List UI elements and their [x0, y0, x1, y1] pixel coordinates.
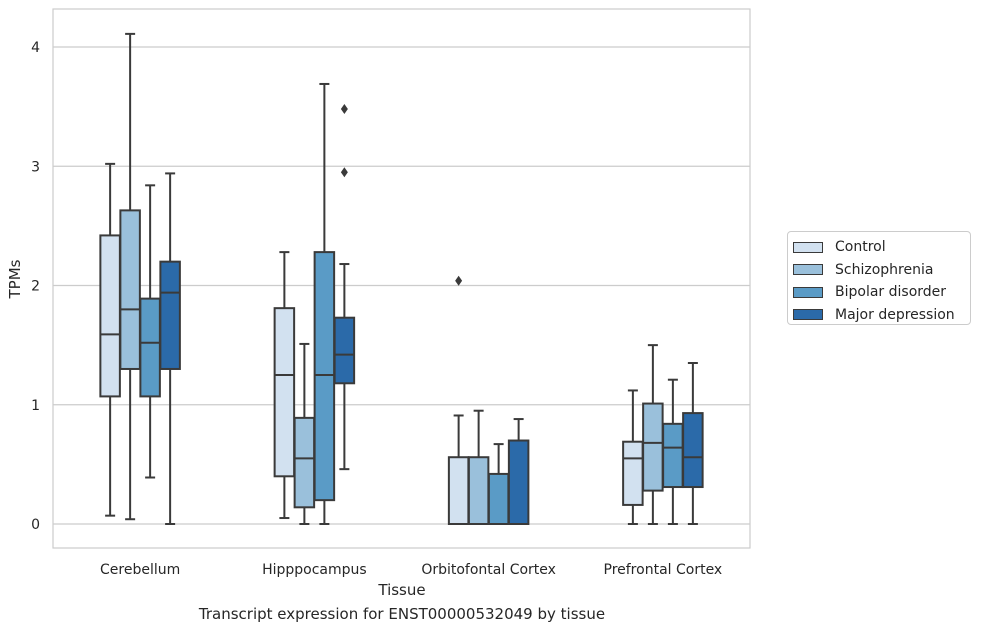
- y-axis-label: TPMs: [6, 259, 24, 299]
- box-body: [333, 316, 356, 385]
- x-axis-label: Tissue: [377, 581, 425, 599]
- y-tick-label: 1: [31, 398, 40, 414]
- box-body: [507, 439, 530, 525]
- box-body: [642, 402, 664, 492]
- box-body: [662, 422, 684, 489]
- box-body: [682, 412, 704, 489]
- box-bipolar-disorder: [662, 378, 684, 525]
- box-control: [273, 251, 296, 520]
- outlier-point: [340, 167, 348, 178]
- box-body: [273, 307, 296, 478]
- box-body: [293, 416, 316, 509]
- box-major-depression: [507, 418, 530, 525]
- legend-item: Major depression: [792, 304, 970, 327]
- x-tick-label: Orbitofontal Cortex: [421, 562, 556, 578]
- y-tick-labels: 0 1 2 3 4: [31, 40, 40, 533]
- box-major-depression: [333, 104, 356, 471]
- y-tick-label: 3: [31, 159, 40, 175]
- box-body: [119, 209, 141, 370]
- legend-label: Control: [835, 239, 886, 256]
- box-control: [99, 162, 121, 517]
- y-tick-label: 2: [31, 279, 40, 295]
- box-series: [99, 32, 704, 526]
- y-tick-label: 0: [31, 517, 40, 533]
- outlier-point: [455, 275, 463, 286]
- box-major-depression: [682, 362, 704, 525]
- box-body: [139, 297, 161, 398]
- x-tick-label: Cerebellum: [100, 562, 180, 578]
- legend-label: Major depression: [835, 306, 955, 323]
- legend-label: Schizophrenia: [835, 261, 934, 278]
- box-body: [467, 456, 490, 525]
- box-bipolar-disorder: [313, 82, 336, 525]
- x-tick-label: Prefrontal Cortex: [604, 562, 723, 578]
- box-body: [313, 251, 336, 502]
- legend-swatch-control: [793, 241, 823, 253]
- box-body: [622, 440, 644, 506]
- y-tick-label: 4: [31, 40, 40, 56]
- box-bipolar-disorder: [139, 184, 161, 479]
- outlier-point: [340, 104, 348, 115]
- x-tick-label: Hipppocampus: [262, 562, 367, 578]
- box-body: [159, 260, 181, 370]
- legend-swatch-schizophrenia: [793, 264, 823, 276]
- plot-area-frame: [52, 8, 751, 549]
- legend-item: Control: [792, 236, 970, 259]
- legend-item: Schizophrenia: [792, 259, 970, 282]
- box-body: [487, 472, 510, 526]
- box-schizophrenia: [642, 344, 664, 525]
- box-bipolar-disorder: [487, 443, 510, 526]
- box-body: [447, 456, 470, 525]
- legend-item: Bipolar disorder: [792, 281, 970, 304]
- x-tick-labels: Cerebellum Hipppocampus Orbitofontal Corte…: [100, 562, 722, 578]
- legend-swatch-depression: [793, 309, 823, 321]
- box-schizophrenia: [293, 342, 316, 525]
- legend-swatch-bipolar: [793, 286, 823, 298]
- box-body: [99, 234, 121, 398]
- legend-label: Bipolar disorder: [835, 284, 947, 301]
- chart-title: Transcript expression for ENST0000053204…: [198, 605, 606, 623]
- box-major-depression: [159, 172, 181, 525]
- box-schizophrenia: [119, 32, 141, 521]
- box-control: [622, 389, 644, 525]
- box-schizophrenia: [467, 409, 490, 525]
- box-control: [447, 275, 470, 525]
- legend: Control Schizophrenia Bipolar disorder M…: [787, 231, 971, 325]
